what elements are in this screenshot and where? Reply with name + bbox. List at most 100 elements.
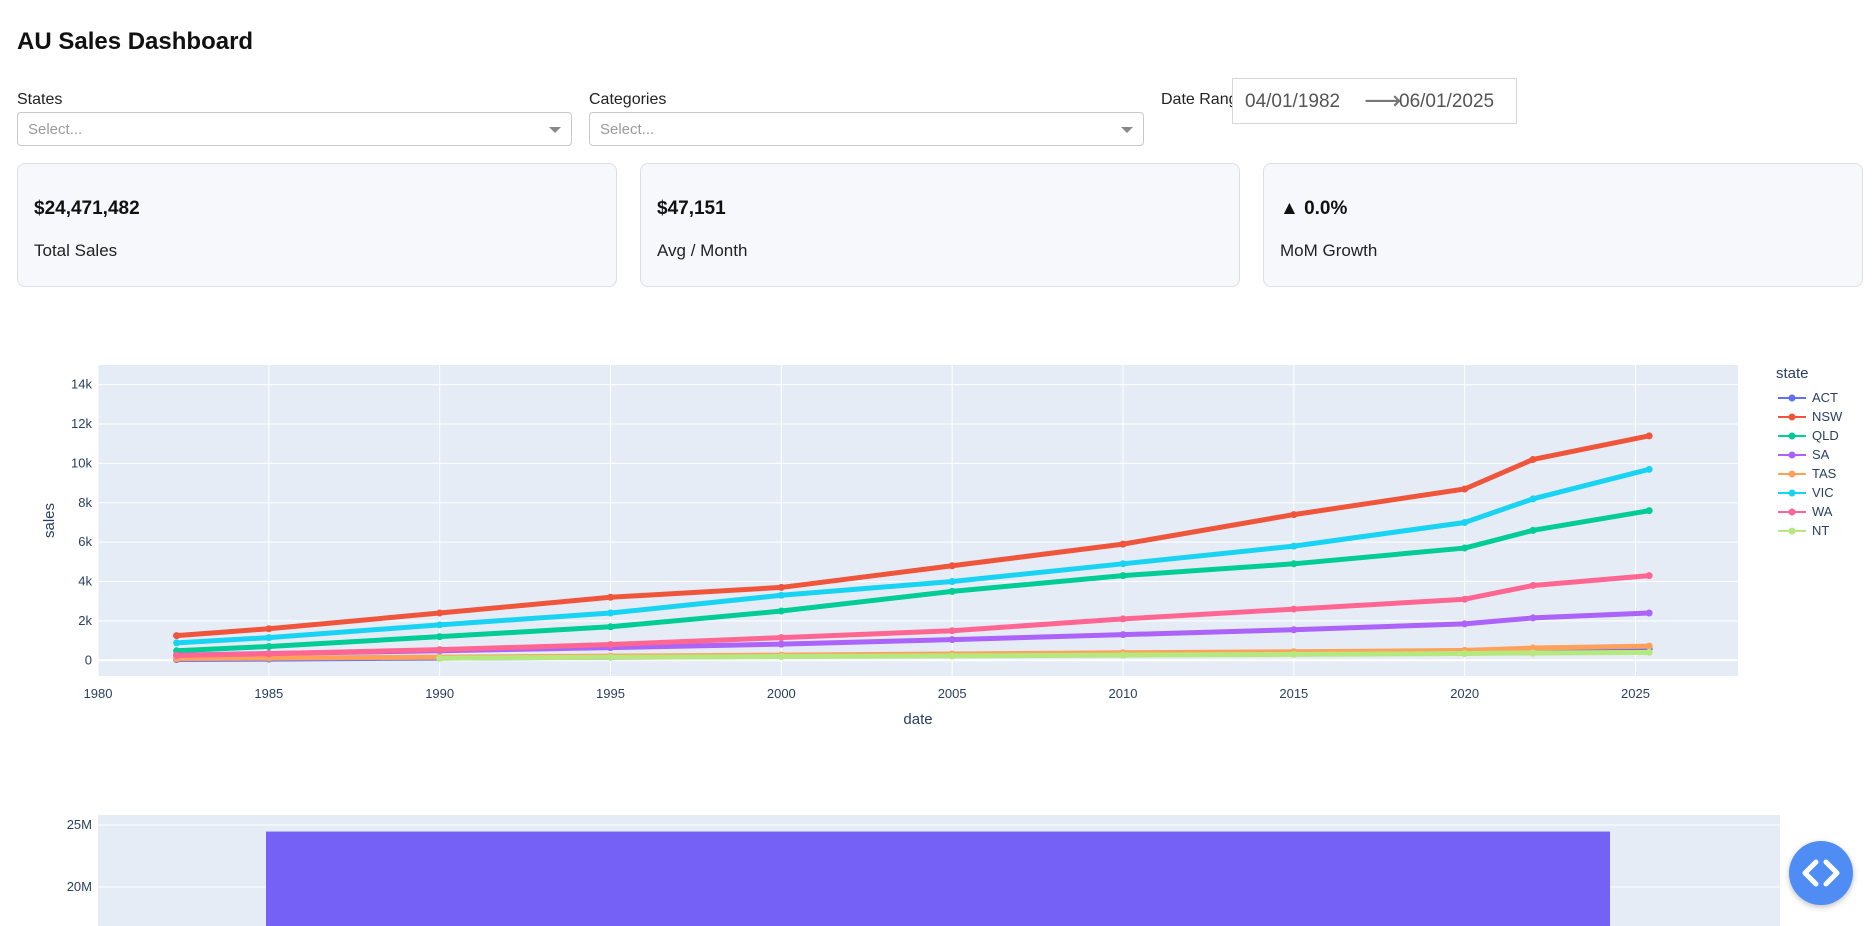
data-point: [1290, 542, 1298, 550]
x-tick-label: 2005: [938, 686, 967, 701]
data-point: [1290, 560, 1298, 568]
data-point: [1461, 620, 1469, 628]
data-point: [1529, 581, 1537, 589]
y-tick-label: 8k: [78, 495, 92, 510]
data-point: [1290, 650, 1298, 658]
categories-placeholder: Select...: [600, 121, 655, 138]
x-tick-label: 1985: [254, 686, 283, 701]
kpi-label: Total Sales: [34, 241, 118, 260]
data-point: [1645, 465, 1653, 473]
data-point: [607, 623, 614, 631]
kpi-label: MoM Growth: [1280, 241, 1378, 260]
legend-item-sa: SA: [1812, 447, 1830, 462]
code-toggle-button[interactable]: [1789, 841, 1853, 905]
data-point: [173, 632, 181, 640]
kpi-value: ▲ 0.0%: [1280, 198, 1348, 219]
data-point: [1290, 626, 1298, 634]
legend-marker: [1788, 470, 1796, 478]
x-tick-label: 2010: [1109, 686, 1138, 701]
data-point: [607, 653, 614, 661]
y-tick-label: 6k: [78, 534, 92, 549]
kpi-value: $47,151: [657, 198, 726, 219]
data-point: [1529, 495, 1537, 503]
states-dropdown[interactable]: Select...: [17, 112, 572, 146]
data-point: [1119, 560, 1127, 568]
data-point: [1119, 631, 1127, 639]
data-point: [265, 650, 273, 658]
kpi-label: Avg / Month: [657, 241, 748, 260]
data-point: [1645, 432, 1653, 440]
chevron-down-icon[interactable]: [549, 127, 561, 133]
x-tick-label: 2025: [1621, 686, 1650, 701]
data-point: [1461, 544, 1469, 552]
data-point: [948, 578, 956, 586]
categories-dropdown[interactable]: Select...: [589, 112, 1144, 146]
arrow-right-icon: ⟶: [1364, 85, 1402, 115]
bar-total-sales: [266, 831, 1610, 926]
date-range-picker[interactable]: 04/01/1982 ⟶ 06/01/2025: [1232, 78, 1517, 124]
y-tick-label: 0: [85, 652, 92, 667]
x-tick-label: 2000: [767, 686, 796, 701]
legend-item-qld: QLD: [1812, 428, 1839, 443]
data-point: [1290, 511, 1298, 519]
x-tick-label: 1980: [84, 686, 113, 701]
data-point: [607, 609, 614, 617]
data-point: [436, 646, 444, 654]
total-sales-bar-chart[interactable]: 20M 25M: [0, 800, 1873, 926]
legend-item-nt: NT: [1812, 523, 1829, 538]
x-tick-label: 1990: [425, 686, 454, 701]
y-tick-label: 4k: [78, 574, 92, 589]
x-axis-title: date: [903, 711, 932, 728]
data-point: [436, 633, 444, 641]
data-point: [607, 593, 614, 601]
data-point: [777, 607, 785, 615]
legend-marker: [1788, 394, 1796, 402]
data-point: [1461, 650, 1469, 658]
data-point: [1290, 605, 1298, 613]
data-point: [607, 641, 614, 649]
kpi-card-mom-growth: ▲ 0.0% MoM Growth: [1263, 163, 1863, 287]
states-label: States: [17, 91, 63, 108]
chevron-down-icon[interactable]: [1121, 127, 1133, 133]
data-point: [777, 583, 785, 591]
data-point: [173, 652, 181, 660]
legend-item-tas: TAS: [1812, 466, 1837, 481]
data-point: [777, 653, 785, 661]
kpi-card-avg-month: $47,151 Avg / Month: [640, 163, 1240, 287]
data-point: [265, 634, 273, 642]
data-point: [1645, 572, 1653, 580]
data-point: [1461, 595, 1469, 603]
legend-marker: [1788, 451, 1796, 459]
data-point: [777, 634, 785, 642]
data-point: [1529, 644, 1537, 652]
data-point: [1529, 455, 1537, 463]
data-point: [948, 587, 956, 595]
data-point: [1529, 526, 1537, 534]
data-point: [1119, 572, 1127, 580]
data-point: [1529, 649, 1537, 657]
plot-area: [98, 365, 1738, 676]
legend-item-act: ACT: [1812, 390, 1838, 405]
legend-marker: [1788, 489, 1796, 497]
legend-item-wa: WA: [1812, 504, 1833, 519]
data-point: [1645, 507, 1653, 515]
sales-line-chart[interactable]: 1980 1985 1990 1995 2000 2005 2010 2015 2020 2025…: [0, 350, 1873, 730]
date-range-end[interactable]: 06/01/2025: [1399, 91, 1495, 112]
data-point: [1119, 651, 1127, 659]
x-tick-label: 2020: [1450, 686, 1479, 701]
data-point: [777, 591, 785, 599]
data-point: [436, 654, 444, 662]
data-point: [1461, 518, 1469, 526]
data-point: [1529, 614, 1537, 622]
legend-title: state: [1776, 365, 1809, 382]
date-range-start[interactable]: 04/01/1982: [1245, 91, 1341, 112]
code-icon: [1802, 859, 1840, 887]
data-point: [265, 625, 273, 633]
data-point: [777, 640, 785, 648]
states-placeholder: Select...: [28, 121, 83, 138]
y-tick-label: 12k: [71, 416, 92, 431]
data-point: [948, 627, 956, 635]
legend-item-nsw: NSW: [1812, 409, 1843, 424]
y-tick-label: 10k: [71, 455, 92, 470]
data-point: [948, 636, 956, 644]
